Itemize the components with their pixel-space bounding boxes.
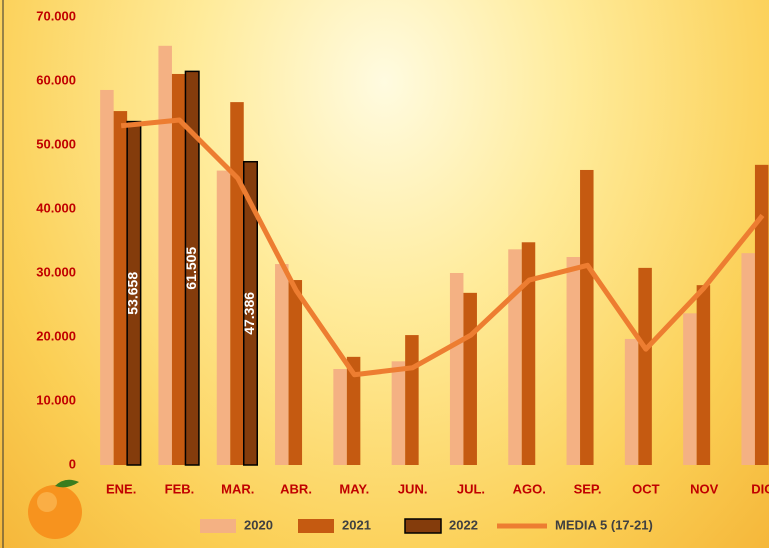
bar [566,257,581,465]
x-tick-label: NOV [690,481,719,496]
x-tick-label: DIC [751,481,769,496]
x-tick-label: MAY. [339,481,369,496]
bar [449,273,464,465]
value-label: 47.386 [241,292,257,335]
bar [171,73,186,466]
legend-swatch [200,519,236,533]
bar [243,160,258,466]
bar [754,164,769,465]
legend-label: MEDIA 5 (17-21) [555,517,653,532]
x-tick-label: ABR. [280,481,312,496]
y-tick-label: 40.000 [36,200,76,215]
legend-label: 2021 [342,517,371,532]
bar [683,313,697,465]
orange-icon [28,479,82,539]
x-tick-label: FEB. [165,481,195,496]
bar [333,369,347,465]
y-tick-label: 0 [69,456,76,471]
x-tick-label: JUN. [398,481,428,496]
y-tick-label: 10.000 [36,392,76,407]
x-tick-label: ENE. [106,481,136,496]
bar [696,285,711,465]
bar [508,249,522,465]
y-tick-label: 70.000 [36,8,76,23]
bar [288,280,303,465]
bar [741,253,755,465]
x-tick-label: JUL. [457,481,485,496]
bar [638,267,652,465]
x-tick-label: MAR. [221,481,254,496]
bar [275,264,289,465]
bar [521,242,536,465]
bar [216,170,231,465]
bar [624,338,639,465]
legend-label: 2022 [449,517,478,532]
bar [463,292,477,465]
bar [391,361,406,465]
bar [113,111,128,465]
y-tick-label: 50.000 [36,136,76,151]
value-label: 61.505 [183,247,199,290]
legend-label: 2020 [244,517,273,532]
x-tick-label: AGO. [513,481,546,496]
bar [346,356,361,465]
y-tick-label: 20.000 [36,328,76,343]
bar [580,169,594,465]
bar [230,102,244,466]
y-tick-label: 60.000 [36,72,76,87]
bar [184,70,200,466]
y-tick-label: 30.000 [36,264,76,279]
bar [126,120,142,466]
bar [405,335,419,465]
legend-swatch [404,518,442,534]
legend-swatch [298,519,334,533]
bar [158,45,172,466]
bar [100,89,114,466]
x-tick-label: OCT [632,481,660,496]
x-tick-label: SEP. [574,481,602,496]
value-label: 53.658 [125,272,141,315]
line [120,117,765,378]
